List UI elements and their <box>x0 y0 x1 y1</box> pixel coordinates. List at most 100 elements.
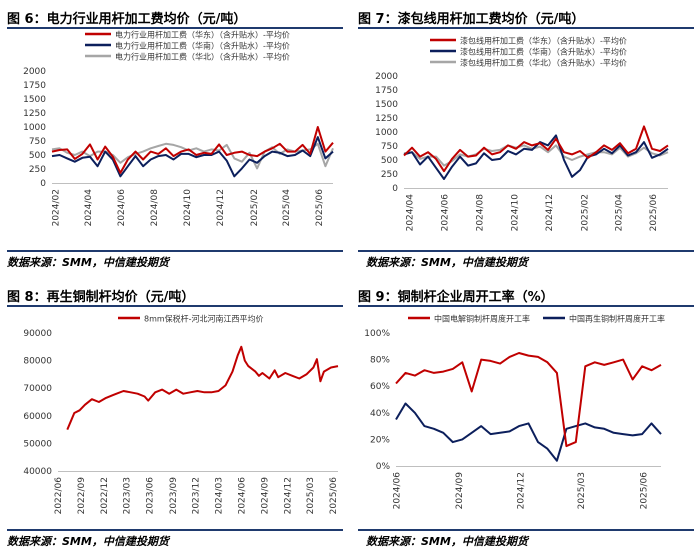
x-tick-label: 2024/10 <box>510 194 520 232</box>
x-tick-label: 2024/12 <box>545 194 555 231</box>
x-tick-label: 2023/06 <box>146 477 156 515</box>
x-tick-label: 2024/04 <box>406 194 416 232</box>
chart-fabrication-fee-enameled: 0 250 500 750 1000 1250 1500 1750 2000 2024/04 202… <box>375 36 669 232</box>
panel-title-7: 图 7：漆包线用杆加工费均价（元/吨） <box>358 12 585 27</box>
x-tick-label: 2022/12 <box>100 477 110 514</box>
source-note-8: 数据来源：SMM，中信建投期货 <box>7 535 169 548</box>
legend-label: 8mm保税杆-河北河南江西平均价 <box>144 314 264 324</box>
series-line <box>395 352 662 448</box>
legend-label: 漆包线用杆加工费（华南）（含升贴水）-平均价 <box>460 47 627 57</box>
legend-label: 漆包线用杆加工费（华东）（含升贴水）-平均价 <box>460 36 627 46</box>
x-tick-label: 2024/12 <box>516 472 526 509</box>
x-tick-label: 2025/06 <box>639 472 649 510</box>
y-tick-label: 1750 <box>375 86 398 96</box>
x-tick-label: 2025/03 <box>306 477 316 514</box>
y-tick-label: 0 <box>40 179 46 189</box>
source-note-6: 数据来源：SMM，中信建投期货 <box>7 256 169 269</box>
x-tick-label: 2025/04 <box>614 194 624 232</box>
series-line <box>403 134 669 180</box>
x-tick-label: 2025/04 <box>282 189 292 227</box>
y-tick-label: 250 <box>29 165 46 175</box>
title-rule-9 <box>358 305 694 307</box>
legend-label: 漆包线用杆加工费（华北）（含升贴水）-平均价 <box>460 58 627 68</box>
x-tick-label: 2024/12 <box>216 189 226 226</box>
x-tick-label: 2024/03 <box>214 477 224 514</box>
y-tick-label: 750 <box>29 137 46 147</box>
x-tick-label: 2024/02 <box>51 189 61 226</box>
y-tick-label: 1250 <box>23 109 46 119</box>
x-tick-label: 2025/06 <box>315 189 325 227</box>
x-tick-label: 2025/06 <box>649 194 659 232</box>
x-tick-label: 2025/06 <box>329 477 339 515</box>
legend-label: 中国电解铜制杆周度开工率 <box>434 314 530 324</box>
series-line <box>395 402 662 462</box>
title-rule-7 <box>358 27 694 29</box>
legend-label: 电力行业用杆加工费（华北）（含升贴水）-平均价 <box>115 52 290 62</box>
y-tick-label: 250 <box>381 170 398 180</box>
y-tick-label: 1500 <box>375 100 398 110</box>
panel-title-9: 图 9：铜制杆企业周开工率（%） <box>358 290 554 305</box>
legend-label: 电力行业用杆加工费（华南）（含升贴水）-平均价 <box>115 41 290 51</box>
x-tick-label: 2025/03 <box>577 472 587 509</box>
panel-title-8: 图 8：再生铜制杆均价（元/吨） <box>7 290 195 305</box>
source-rule-8 <box>7 529 343 531</box>
y-tick-label: 500 <box>29 151 46 161</box>
y-tick-label: 90000 <box>23 329 52 339</box>
y-tick-label: 2000 <box>375 72 398 82</box>
series-line <box>51 136 334 178</box>
y-tick-label: 0% <box>376 462 391 472</box>
x-tick-label: 2023/12 <box>192 477 202 514</box>
chart-weekly-operating-rate: 0% 20% 40% 60% 80% 100% 2024/06 2024/09 2024/12 2… <box>364 314 665 510</box>
x-tick-label: 2024/09 <box>455 472 465 510</box>
y-tick-label: 750 <box>381 142 398 152</box>
y-tick-label: 50000 <box>23 439 52 449</box>
y-tick-label: 2000 <box>23 67 46 77</box>
y-tick-label: 80% <box>370 356 390 366</box>
y-tick-label: 100% <box>364 329 390 339</box>
y-tick-label: 40000 <box>23 467 52 477</box>
x-tick-label: 2024/04 <box>84 189 94 227</box>
x-tick-label: 2024/06 <box>238 477 248 515</box>
y-tick-label: 20% <box>370 435 390 445</box>
source-rule-9 <box>358 529 694 531</box>
series-line <box>66 345 339 430</box>
source-note-9: 数据来源：SMM，中信建投期货 <box>366 535 528 548</box>
x-tick-label: 2025/02 <box>250 189 260 226</box>
series-line <box>51 126 334 174</box>
x-tick-label: 2025/02 <box>581 194 591 231</box>
y-tick-label: 70000 <box>23 384 52 394</box>
series-line <box>403 125 669 173</box>
chart-fabrication-fee-power: 0 250 500 750 1000 1250 1500 1750 2000 2024/02 202… <box>23 30 334 227</box>
x-tick-label: 2024/08 <box>475 194 485 232</box>
x-tick-label: 2024/06 <box>393 472 403 510</box>
y-tick-label: 1750 <box>23 81 46 91</box>
source-note-7: 数据来源：SMM，中信建投期货 <box>366 256 528 269</box>
title-rule-8 <box>7 305 343 307</box>
legend-label: 中国再生铜制杆周度开工率 <box>569 314 665 324</box>
y-tick-label: 500 <box>381 156 398 166</box>
x-tick-label: 2024/06 <box>117 189 127 227</box>
x-tick-label: 2024/09 <box>261 477 271 515</box>
source-rule-7 <box>358 250 694 252</box>
chart-recycled-copper-rod-price: 40000 50000 60000 70000 80000 90000 2022/06 202… <box>23 314 339 515</box>
x-tick-label: 2024/08 <box>150 189 160 227</box>
x-tick-label: 2023/09 <box>169 477 179 515</box>
x-tick-label: 2024/10 <box>183 189 193 227</box>
y-tick-label: 1000 <box>375 128 398 138</box>
y-tick-label: 60% <box>370 382 390 392</box>
legend-label: 电力行业用杆加工费（华东）（含升贴水）-平均价 <box>115 30 290 40</box>
x-tick-label: 2022/06 <box>54 477 64 515</box>
y-tick-label: 0 <box>392 184 398 194</box>
x-tick-label: 2024/06 <box>441 194 451 232</box>
x-tick-label: 2024/12 <box>284 477 294 514</box>
x-tick-label: 2022/09 <box>77 477 87 515</box>
source-rule-6 <box>7 250 343 252</box>
y-tick-label: 40% <box>370 409 390 419</box>
y-tick-label: 1000 <box>23 123 46 133</box>
y-tick-label: 1500 <box>23 95 46 105</box>
title-rule-6 <box>7 27 343 29</box>
panel-title-6: 图 6：电力行业用杆加工费均价（元/吨） <box>7 12 247 27</box>
y-tick-label: 80000 <box>23 357 52 367</box>
y-tick-label: 1250 <box>375 114 398 124</box>
x-tick-label: 2023/03 <box>123 477 133 514</box>
